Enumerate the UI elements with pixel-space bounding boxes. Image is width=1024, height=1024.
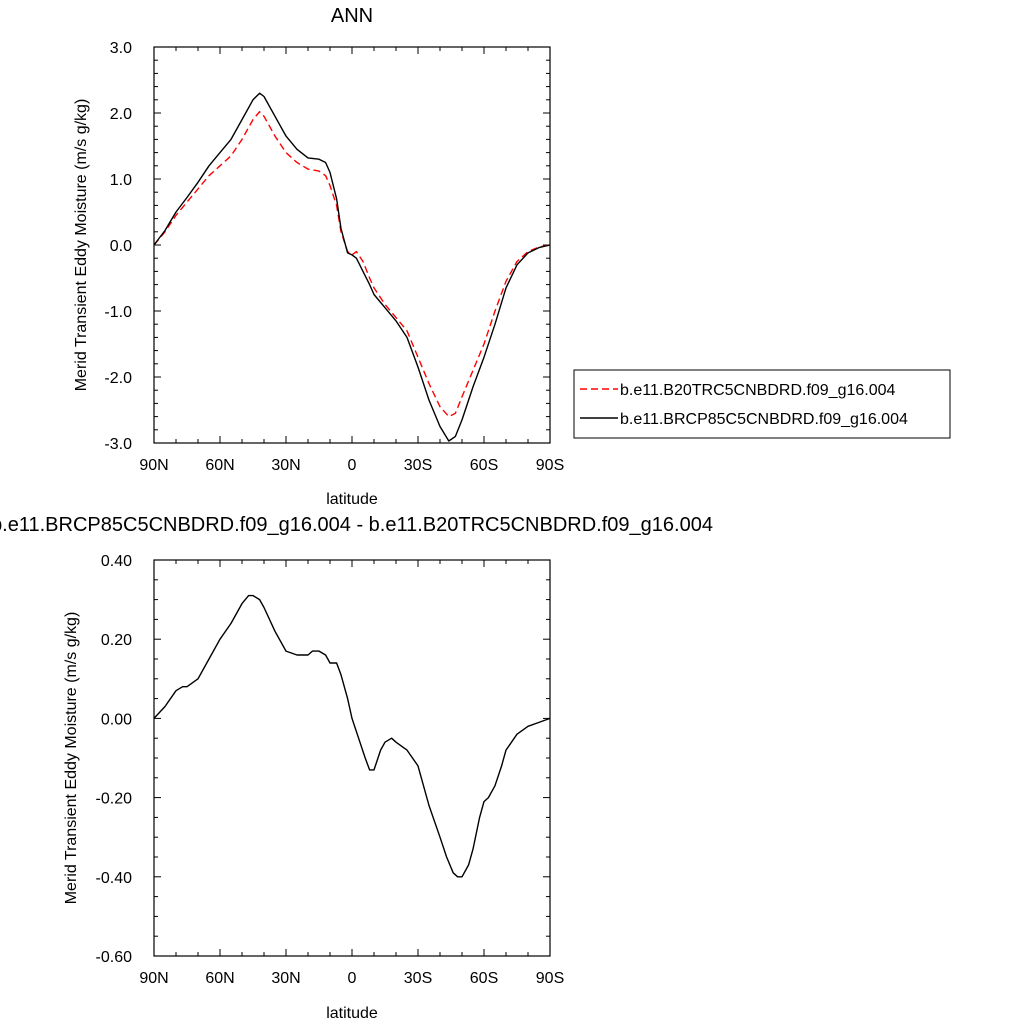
top-x-axis-label: latitude — [326, 491, 378, 508]
bottom-x-tick-label: 90S — [536, 970, 564, 987]
bottom-x-axis-label: latitude — [326, 1005, 378, 1022]
top-y-tick-label: 1.0 — [110, 172, 132, 189]
bottom-plot-frame — [153, 559, 551, 957]
top-y-tick-label: 0.0 — [110, 238, 132, 255]
top-x-tick-label: 30N — [271, 457, 300, 474]
legend: b.e11.B20TRC5CNBDRD.f09_g16.004 b.e11.BR… — [573, 369, 951, 439]
top-x-tick-label: 60N — [205, 457, 234, 474]
top-plot-frame — [153, 46, 551, 444]
bottom-y-axis-label: Merid Transient Eddy Moisture (m/s g/kg) — [63, 612, 80, 905]
top-x-tick-label: 30S — [404, 457, 432, 474]
bottom-series-line-0 — [153, 594, 551, 878]
legend-box — [573, 369, 951, 439]
bottom-y-tick-label: -0.60 — [96, 949, 133, 966]
top-y-tick-label: 2.0 — [110, 106, 132, 123]
bottom-y-tick-label: 0.20 — [101, 632, 132, 649]
top-panel: ANN 90N 60N 30N 0 30S 60S 90S 3.0 2.0 1.0 0.0 -1.0 -… — [73, 5, 951, 508]
top-y-tick-label: -3.0 — [104, 436, 132, 453]
legend-label-historical: b.e11.B20TRC5CNBDRD.f09_g16.004 — [620, 382, 896, 399]
bottom-panel: b.e11.BRCP85C5CNBDRD.f09_g16.004 - b.e11… — [0, 514, 713, 1022]
bottom-x-tick-label: 0 — [348, 970, 357, 987]
top-y-tick-label: -2.0 — [104, 370, 132, 387]
top-y-tick-label: 3.0 — [110, 40, 132, 57]
top-x-tick-label: 60S — [470, 457, 498, 474]
top-x-tick-label: 90N — [139, 457, 168, 474]
bottom-x-tick-label: 30N — [271, 970, 300, 987]
bottom-y-tick-label: -0.20 — [96, 791, 133, 808]
top-x-tick-label: 90S — [536, 457, 564, 474]
top-series-line-0 — [153, 110, 551, 418]
bottom-chart-title: b.e11.BRCP85C5CNBDRD.f09_g16.004 - b.e11… — [0, 514, 713, 536]
bottom-y-tick-label: 0.40 — [101, 553, 132, 570]
legend-label-rcp85: b.e11.BRCP85C5CNBDRD.f09_g16.004 — [620, 411, 908, 428]
top-x-tick-label: 0 — [348, 457, 357, 474]
top-y-axis-label: Merid Transient Eddy Moisture (m/s g/kg) — [73, 99, 90, 392]
top-series-line-1 — [153, 92, 551, 442]
bottom-plot-area: 90N 60N 30N 0 30S 60S 90S 0.40 0.20 0.00 -0.20 -0.4… — [96, 553, 565, 987]
top-chart-title: ANN — [331, 5, 373, 27]
bottom-y-tick-label: -0.40 — [96, 870, 133, 887]
bottom-x-tick-label: 60S — [470, 970, 498, 987]
top-plot-area: 90N 60N 30N 0 30S 60S 90S 3.0 2.0 1.0 0.0 -1.0 -2.0 -… — [104, 40, 564, 474]
top-y-tick-label: -1.0 — [104, 304, 132, 321]
bottom-x-tick-label: 30S — [404, 970, 432, 987]
bottom-y-tick-label: 0.00 — [101, 711, 132, 728]
bottom-x-tick-label: 90N — [139, 970, 168, 987]
bottom-x-tick-label: 60N — [205, 970, 234, 987]
